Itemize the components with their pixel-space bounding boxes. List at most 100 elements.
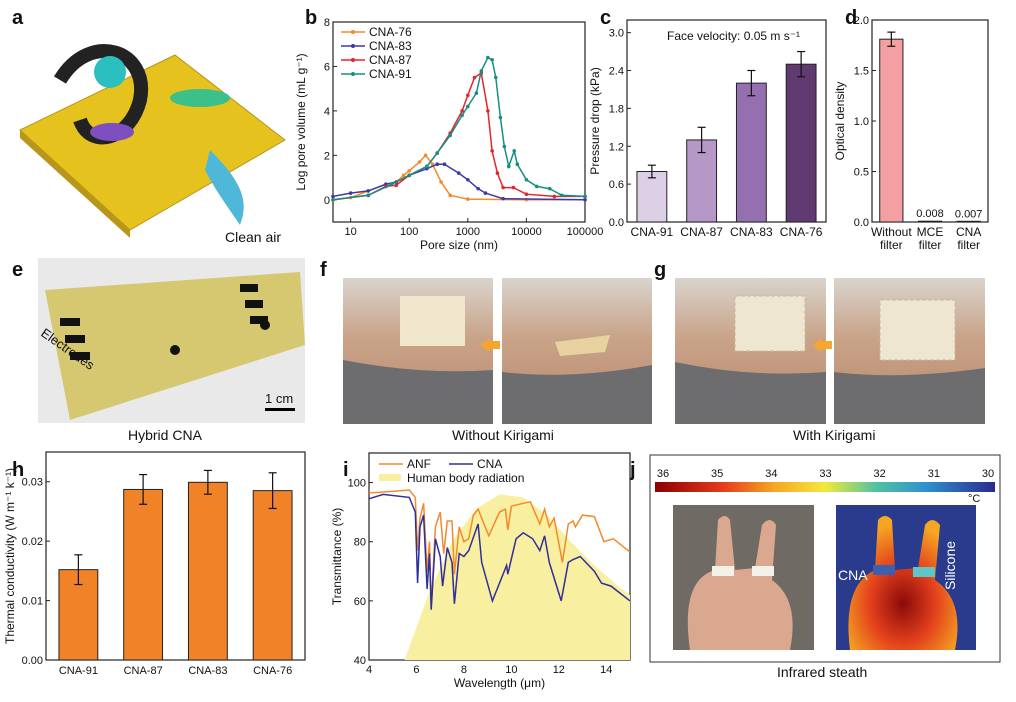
y-axis-label: Optical density [833,82,847,161]
legend-marker [351,30,355,34]
x-tick-label: CNA-87 [680,225,723,239]
cna-label: CNA [838,567,868,583]
legend-label: ANF [407,457,431,471]
series-area [404,494,630,660]
data-point [348,191,353,195]
bar [879,38,904,223]
legend-marker [351,58,355,62]
x-tick-label: 8 [461,664,467,676]
data-point [490,57,494,62]
data-point [448,133,452,138]
bar [917,220,943,223]
legend-marker [351,72,355,76]
y-tick-label: 2.4 [609,66,624,78]
data-point [423,153,428,158]
data-point [583,197,587,202]
panel-label-h: h [12,459,24,481]
data-point [534,184,539,189]
x-tick-label: 100 [400,226,418,238]
chart-b: 0 2 4 6 8 Log pore volume (mL g⁻¹) 10 100 1000 10… [294,17,603,252]
data-point [394,183,399,188]
data-point [442,162,447,167]
data-label: 0.008 [916,208,944,220]
panel-label-i: i [343,459,349,481]
colorbar-tick: 30 [982,468,994,480]
colorbar-tick: 32 [874,468,886,480]
colorbar-tick: 31 [928,468,940,480]
y-tick-label: 0 [324,195,330,207]
data-point [466,177,470,182]
data-point [524,177,529,182]
x-tick-label: 12 [553,664,565,676]
bar [956,220,981,223]
legend-marker [351,44,355,48]
data-point [506,164,511,169]
data-point [490,149,494,153]
x-axis-label: Pore size (nm) [420,238,498,252]
y-tick-label: 0.03 [22,477,43,489]
data-point [460,113,464,118]
panel-a-illustration: Clean air [19,44,286,245]
panel-j: 36 35 34 33 32 31 30 °C CNA Silicone Infrared … [649,454,1001,680]
panel-a-caption: Clean air [225,229,281,245]
x-tick-label: MCE [917,225,944,239]
y-axis-label: Transmittance (%) [330,508,344,606]
panel-f-caption: Without Kirigami [452,427,554,443]
data-point [502,144,507,149]
arrow-icon [480,338,500,352]
y-tick-label: 8 [324,17,330,29]
x-tick-label: CNA-76 [780,225,823,239]
panel-f-photos: Without Kirigami [343,278,652,443]
silicone-label: Silicone [942,541,958,590]
data-point [435,151,439,155]
panel-g-caption: With Kirigami [793,427,875,443]
y-tick-label: 1.2 [609,141,624,153]
legend-label: CNA-87 [369,53,412,67]
y-axis-label: Thermal conductivity (W m⁻¹ k⁻¹) [3,468,17,644]
y-tick-label: 0.02 [22,536,43,548]
y-tick-label: 6 [324,61,330,73]
y-tick-label: 3.0 [609,28,624,40]
x-tick-label: CNA-91 [59,665,98,677]
y-tick-label: 4 [324,106,330,118]
colorbar-tick: 33 [819,468,831,480]
data-point [466,197,470,201]
legend-label: CNA-91 [369,67,412,81]
x-tick-label: Without [871,225,912,239]
colorbar-tick: 34 [765,468,777,480]
data-point [425,164,429,169]
legend-swatch [379,474,401,481]
annotation: Face velocity: 0.05 m s⁻¹ [667,29,800,43]
data-point [331,197,335,202]
colorbar-tick: 36 [657,468,669,480]
bar [785,63,817,223]
x-tick-label: 4 [366,664,372,676]
data-point [498,115,503,120]
panel-j-caption: Infrared steath [777,664,867,680]
bar [187,481,228,661]
x-tick-label: CNA [956,225,981,239]
data-point [366,189,371,193]
x-axis-label: Wavelength (μm) [454,676,545,690]
y-axis-label: Log pore volume (mL g⁻¹) [294,53,308,190]
data-point [466,104,470,109]
panel-label-f: f [320,259,327,281]
legend-label: CNA-83 [369,39,412,53]
x-tick-label: CNA-91 [631,225,674,239]
data-point [407,169,412,173]
data-point [495,171,500,175]
data-point [456,171,461,175]
panel-label-d: d [845,7,857,29]
arrow-icon [812,338,832,352]
data-point [512,149,517,153]
y-tick-label: 0.0 [854,217,869,229]
y-tick-label: 2.0 [854,15,869,27]
data-point [501,196,505,201]
x-tick-label: 100000 [567,226,604,238]
panel-e-caption: Hybrid CNA [128,427,203,443]
data-point [435,162,439,167]
data-point [524,192,529,197]
bar [686,139,718,223]
x-tick-label: filter [957,238,980,252]
